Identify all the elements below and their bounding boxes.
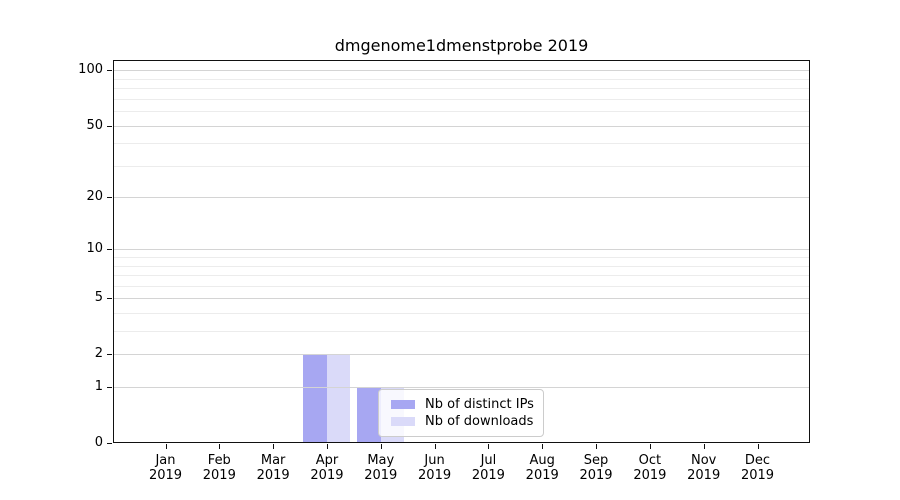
x-tick-label-dec: Dec 2019 — [731, 453, 785, 483]
y-tick-label-20: 20 — [86, 189, 103, 205]
x-tick-mark-nov — [703, 444, 705, 449]
x-tick-year: 2019 — [256, 468, 290, 483]
bar-downloads-apr — [326, 354, 351, 443]
x-tick-mark-jul — [488, 444, 490, 449]
x-tick-month: Jun — [424, 453, 445, 468]
x-tick-month: Sep — [583, 453, 609, 468]
y-tick-mark-0 — [107, 443, 112, 444]
x-tick-year: 2019 — [202, 468, 236, 483]
gridline-5 — [114, 298, 809, 299]
legend-swatch-icon — [391, 400, 415, 409]
legend: Nb of distinct IPs Nb of downloads — [378, 389, 544, 437]
legend-row-downloads: Nb of downloads — [391, 413, 533, 430]
x-tick-mark-dec — [757, 444, 759, 449]
y-tick-mark-2 — [107, 354, 112, 355]
gridline-1 — [114, 387, 809, 388]
x-tick-month: Aug — [529, 453, 555, 468]
x-tick-year: 2019 — [310, 468, 344, 483]
y-tick-mark-1 — [107, 387, 112, 388]
x-tick-month: Mar — [260, 453, 286, 468]
gridline-minor-40 — [114, 143, 809, 144]
gridline-minor-90 — [114, 79, 809, 80]
x-tick-month: May — [367, 453, 395, 468]
x-tick-mark-sep — [596, 444, 598, 449]
x-tick-month: Apr — [315, 453, 339, 468]
x-tick-year: 2019 — [418, 468, 452, 483]
gridline-50 — [114, 126, 809, 127]
x-tick-label-sep: Sep 2019 — [569, 453, 623, 483]
gridline-minor-30 — [114, 166, 809, 167]
x-tick-label-nov: Nov 2019 — [677, 453, 731, 483]
gridline-minor-60 — [114, 111, 809, 112]
x-tick-year: 2019 — [364, 468, 398, 483]
x-tick-label-feb: Feb 2019 — [192, 453, 246, 483]
gridline-minor-70 — [114, 99, 809, 100]
x-tick-mark-apr — [326, 444, 328, 449]
x-tick-month: Jul — [480, 453, 497, 468]
y-tick-label-0: 0 — [94, 435, 103, 450]
x-tick-mark-feb — [219, 444, 221, 449]
x-tick-month: Dec — [744, 453, 771, 468]
x-tick-label-aug: Aug 2019 — [515, 453, 569, 483]
gridline-minor-6 — [114, 286, 809, 287]
x-tick-label-oct: Oct 2019 — [623, 453, 677, 483]
gridline-100 — [114, 70, 809, 71]
chart-title: dmgenome1dmenstprobe 2019 — [334, 36, 589, 55]
y-tick-mark-5 — [107, 298, 112, 299]
x-tick-year: 2019 — [633, 468, 667, 483]
bar-distinct-ips-may — [357, 387, 381, 443]
x-tick-month: Feb — [207, 453, 231, 468]
x-tick-label-jul: Jul 2019 — [461, 453, 515, 483]
legend-label: Nb of downloads — [425, 414, 534, 429]
legend-row-distinct-ips: Nb of distinct IPs — [391, 396, 534, 413]
x-tick-label-mar: Mar 2019 — [246, 453, 300, 483]
x-tick-label-apr: Apr 2019 — [300, 453, 354, 483]
y-tick-label-10: 10 — [86, 241, 103, 257]
bar-distinct-ips-apr — [303, 354, 327, 443]
y-tick-mark-20 — [107, 197, 112, 198]
x-tick-mark-jun — [434, 444, 436, 449]
x-tick-year: 2019 — [525, 468, 559, 483]
plot-area — [113, 60, 810, 443]
x-tick-label-jan: Jan 2019 — [139, 453, 193, 483]
x-tick-mark-mar — [273, 444, 275, 449]
x-tick-mark-oct — [649, 444, 651, 449]
x-tick-month: Oct — [638, 453, 662, 468]
gridline-minor-7 — [114, 275, 809, 276]
x-tick-month: Jan — [155, 453, 176, 468]
x-tick-year: 2019 — [579, 468, 613, 483]
x-tick-mark-may — [380, 444, 382, 449]
x-tick-mark-jan — [165, 444, 167, 449]
gridline-minor-3 — [114, 331, 809, 332]
x-tick-mark-aug — [542, 444, 544, 449]
x-tick-year: 2019 — [148, 468, 183, 483]
x-tick-year: 2019 — [687, 468, 721, 483]
x-tick-year: 2019 — [740, 468, 775, 483]
gridline-10 — [114, 249, 809, 250]
x-tick-label-may: May 2019 — [354, 453, 408, 483]
x-tick-label-jun: Jun 2019 — [408, 453, 462, 483]
y-tick-label-1: 1 — [94, 379, 103, 395]
y-tick-mark-10 — [107, 249, 112, 250]
x-tick-month: Nov — [690, 453, 717, 468]
gridline-minor-9 — [114, 257, 809, 258]
legend-label: Nb of distinct IPs — [425, 397, 534, 412]
y-tick-label-5: 5 — [94, 290, 103, 306]
x-tick-year: 2019 — [471, 468, 505, 483]
y-tick-label-50: 50 — [86, 117, 103, 133]
y-tick-mark-50 — [107, 126, 112, 127]
gridline-minor-4 — [114, 313, 809, 314]
y-tick-label-100: 100 — [78, 62, 103, 78]
gridline-2 — [114, 354, 809, 355]
y-tick-label-2: 2 — [94, 346, 103, 362]
gridline-minor-8 — [114, 266, 809, 267]
legend-swatch-icon — [391, 417, 415, 426]
y-tick-mark-100 — [107, 70, 112, 71]
gridline-minor-80 — [114, 88, 809, 89]
gridline-20 — [114, 197, 809, 198]
